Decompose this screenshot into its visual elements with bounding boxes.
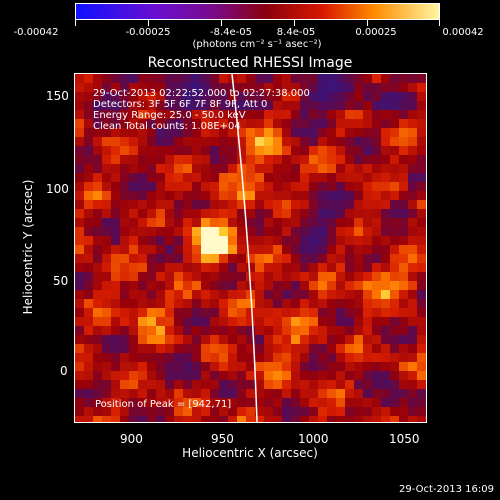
y-tick-label: 0: [60, 364, 68, 378]
colorbar-label: 8.4e-05: [276, 27, 316, 38]
y-tick-label: 150: [46, 89, 69, 103]
y-tick-label: 50: [53, 274, 69, 288]
detectors-text: Detectors: 3F 5F 6F 7F 8F 9F, Att 0: [93, 99, 268, 110]
x-tick-label: 1000: [298, 432, 329, 446]
colorbar-label: -0.00025: [125, 27, 171, 38]
colorbar-tick: [367, 20, 368, 26]
energy-range-text: Energy Range: 25.0 - 50.0 keV: [93, 110, 246, 121]
colorbar-tick: [294, 20, 295, 26]
time-range-text: 29-Oct-2013 02:22:52.000 to 02:27:38.000: [93, 88, 310, 99]
footer-date: 29-Oct-2013 16:09: [399, 484, 494, 495]
colorbar-label: -8.4e-05: [210, 27, 252, 38]
x-tick-label: 950: [211, 432, 234, 446]
plot-title: Reconstructed RHESSI Image: [147, 55, 353, 71]
colorbar-units: (photons cm⁻² s⁻¹ asec⁻²): [192, 39, 322, 50]
colorbar-label: -0.00042: [13, 27, 59, 38]
y-axis-label: Heliocentric Y (arcsec): [21, 179, 35, 315]
colorbar-tick: [148, 20, 149, 26]
colorbar-tick: [75, 20, 76, 26]
colorbar-label: 0.00025: [355, 27, 397, 38]
colorbar-tick: [221, 20, 222, 26]
peak-position-text: Position of Peak = [942,71]: [95, 399, 232, 410]
colorbar: [75, 3, 440, 20]
method-counts-text: Clean Total counts: 1.08E+04: [93, 121, 241, 132]
x-tick-label: 1050: [389, 432, 420, 446]
solar-limb-line: [231, 74, 258, 422]
colorbar-tick: [439, 20, 440, 26]
x-axis-label: Heliocentric X (arcsec): [182, 446, 318, 460]
heatmap-image: [75, 74, 426, 422]
y-tick-label: 100: [46, 182, 69, 196]
image-plot[interactable]: 29-Oct-2013 02:22:52.000 to 02:27:38.000…: [74, 73, 427, 423]
x-tick-label: 900: [120, 432, 143, 446]
colorbar-label: 0.00042: [442, 27, 484, 38]
